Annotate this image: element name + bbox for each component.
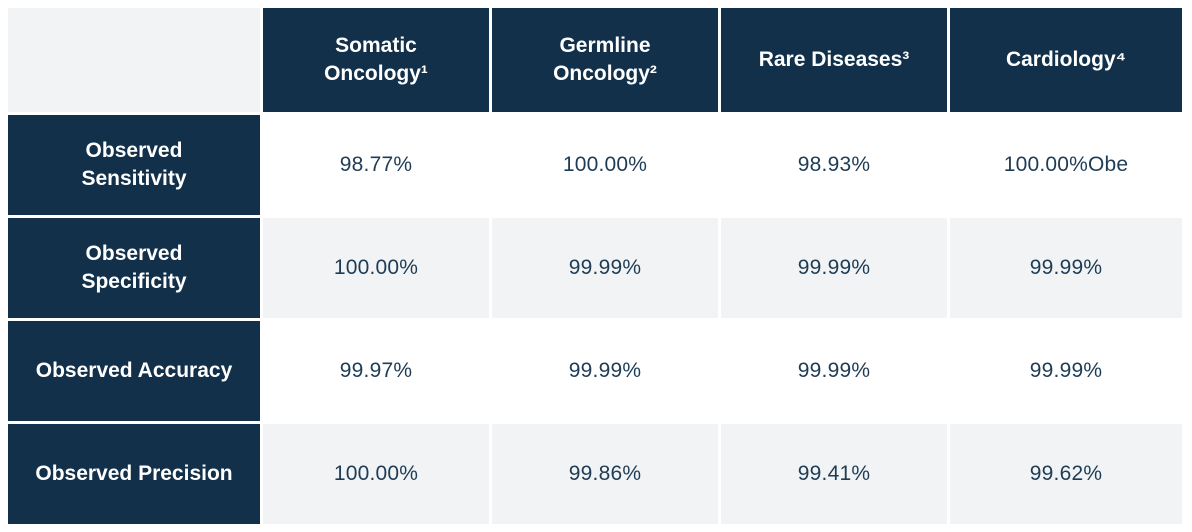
value-cell: 99.86% — [492, 424, 718, 524]
value-cell: 99.99% — [950, 321, 1182, 421]
value-cell: 99.62% — [950, 424, 1182, 524]
value-cell: 99.41% — [721, 424, 947, 524]
table-row-observed-sensitivity: Observed Sensitivity 98.77% 100.00% 98.9… — [8, 115, 1182, 215]
value-cell: 99.99% — [721, 218, 947, 318]
value-cell: 98.77% — [263, 115, 489, 215]
value-cell: 100.00% — [263, 424, 489, 524]
row-label-observed-specificity: Observed Specificity — [8, 218, 260, 318]
row-label-observed-accuracy: Observed Accuracy — [8, 321, 260, 421]
corner-cell — [8, 8, 260, 112]
value-cell: 99.99% — [492, 218, 718, 318]
value-cell: 100.00%Obe — [950, 115, 1182, 215]
table-row-observed-accuracy: Observed Accuracy 99.97% 99.99% 99.99% 9… — [8, 321, 1182, 421]
value-cell: 98.93% — [721, 115, 947, 215]
metrics-table: Somatic Oncology¹ Germline Oncology² Rar… — [5, 5, 1185, 527]
row-label-observed-sensitivity: Observed Sensitivity — [8, 115, 260, 215]
row-label-observed-precision: Observed Precision — [8, 424, 260, 524]
column-header-somatic-oncology: Somatic Oncology¹ — [263, 8, 489, 112]
column-header-germline-oncology: Germline Oncology² — [492, 8, 718, 112]
table-row-observed-specificity: Observed Specificity 100.00% 99.99% 99.9… — [8, 218, 1182, 318]
column-header-cardiology: Cardiology⁴ — [950, 8, 1182, 112]
value-cell: 99.99% — [950, 218, 1182, 318]
table-row-observed-precision: Observed Precision 100.00% 99.86% 99.41%… — [8, 424, 1182, 524]
column-header-rare-diseases: Rare Diseases³ — [721, 8, 947, 112]
value-cell: 100.00% — [263, 218, 489, 318]
header-row: Somatic Oncology¹ Germline Oncology² Rar… — [8, 8, 1182, 112]
value-cell: 99.99% — [492, 321, 718, 421]
value-cell: 100.00% — [492, 115, 718, 215]
value-cell: 99.99% — [721, 321, 947, 421]
value-cell: 99.97% — [263, 321, 489, 421]
